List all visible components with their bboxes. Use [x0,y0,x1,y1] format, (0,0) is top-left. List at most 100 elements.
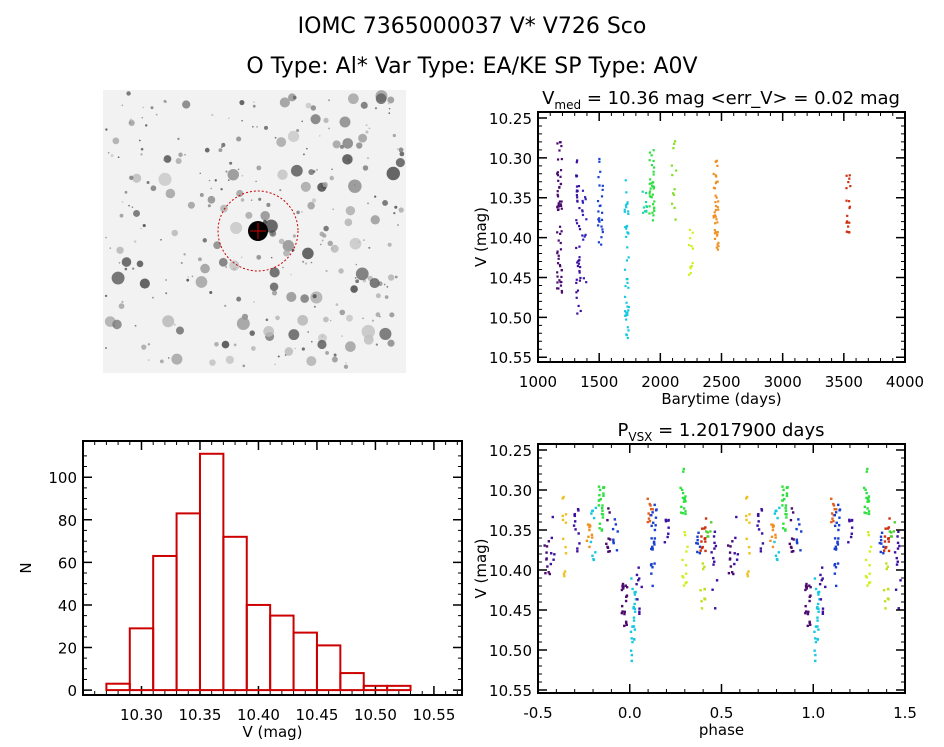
data-point [817,628,820,631]
data-point [556,250,559,253]
data-point [830,520,833,524]
data-point [821,612,825,616]
star [220,204,228,213]
data-point [594,506,598,510]
data-point [781,527,785,530]
data-point [544,571,547,575]
star [297,314,309,326]
data-point [578,542,581,545]
data-point [624,179,627,182]
star [119,213,124,218]
star [303,153,305,156]
star [345,341,356,352]
data-point [575,296,578,299]
data-point [644,200,648,204]
histogram-bar [128,627,155,692]
star [365,106,368,109]
data-point [820,566,824,569]
data-point [848,206,851,210]
title-part: V [542,88,555,109]
data-point [599,497,602,501]
data-point [627,286,630,289]
data-point [867,512,871,516]
data-point [623,624,626,628]
data-point [573,512,577,516]
data-point [732,572,735,576]
data-point [585,218,588,221]
data-point [695,541,698,545]
data-point [642,211,645,214]
data-point [682,467,686,471]
data-point [545,545,549,548]
data-point [745,518,748,522]
star [322,181,328,188]
data-point [625,595,628,599]
plot-frame [82,440,463,696]
star [387,274,395,281]
data-point [897,607,900,610]
data-point [704,540,707,543]
data-point [576,261,579,264]
data-point [883,535,887,538]
star [171,229,179,237]
data-point [807,610,810,614]
data-point [866,500,869,503]
star [300,294,309,303]
data-point [848,518,851,522]
star [236,296,242,302]
data-point [682,470,685,473]
data-point [600,211,604,214]
data-point [605,542,608,546]
data-point [577,304,580,308]
data-point [638,612,641,616]
data-point [684,495,687,498]
data-point [654,516,658,519]
star [129,175,134,180]
data-point [799,549,802,552]
data-point [838,509,841,512]
star [105,347,107,349]
data-point [646,520,650,524]
star [355,267,369,281]
x-tick-label: 3500 [825,373,863,391]
y-tick-label: 10.50 [489,309,532,327]
star [111,271,125,285]
star [129,118,133,122]
data-point [651,566,654,569]
data-point [650,537,653,540]
data-point [600,225,603,228]
data-point [607,550,610,553]
data-point [650,524,653,528]
star [165,101,167,103]
data-point [576,547,579,550]
data-point [700,607,704,610]
data-point [552,558,555,561]
data-point [654,509,658,512]
star [187,276,190,278]
title-part: = 1.2017900 days [652,420,824,441]
data-point [625,318,628,321]
star [283,249,290,257]
data-point [696,550,699,554]
data-point [560,157,563,161]
star [342,138,354,149]
data-point [648,212,651,215]
data-point [889,535,893,538]
data-point [713,547,716,550]
data-point [821,610,825,613]
data-point [716,231,719,234]
data-point [578,269,581,273]
y-tick-label: 10.40 [489,230,532,248]
data-point [597,176,600,179]
data-point [887,540,891,543]
data-point [813,649,816,652]
data-point [575,174,578,177]
star [310,105,317,111]
star [366,157,370,160]
star [397,224,399,226]
data-point [649,507,653,511]
data-point [887,537,890,540]
star [198,257,202,262]
data-point [612,541,615,545]
data-point [847,541,850,544]
